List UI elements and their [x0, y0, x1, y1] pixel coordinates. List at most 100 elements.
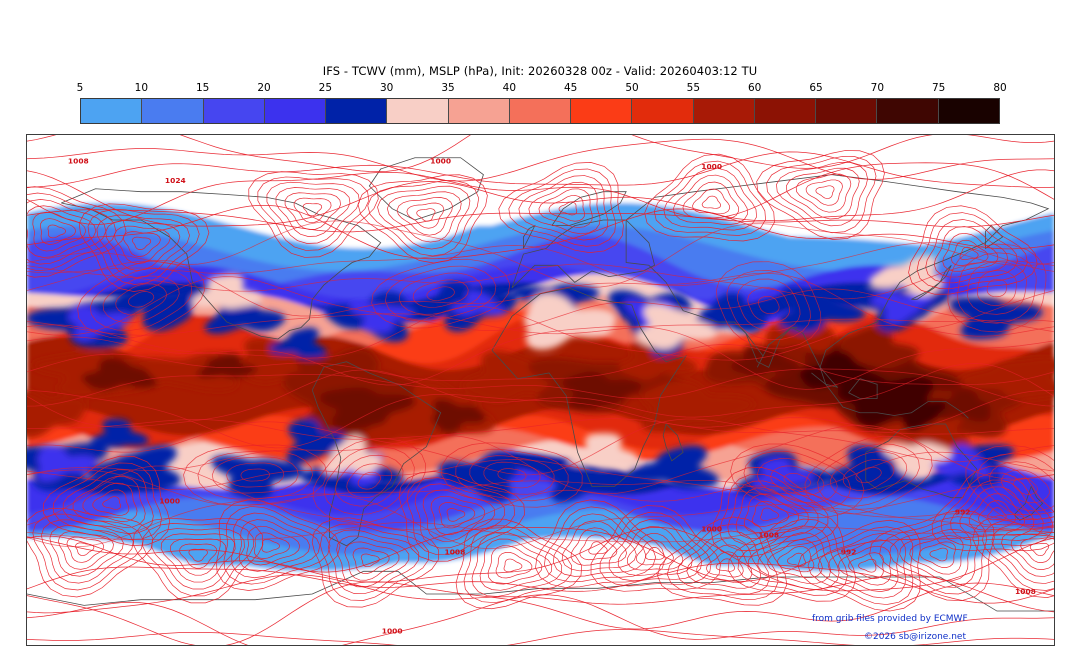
mslp-high-8-ring-4	[323, 446, 415, 515]
mslp-low-17-ring-4	[528, 181, 601, 235]
mslp-low-13-ring-3	[114, 225, 171, 264]
mslp-low-11-ring-7	[797, 519, 921, 612]
coastline-13	[27, 570, 1054, 612]
mslp-high-6-ring-4	[726, 270, 811, 340]
mslp-low-8-ring-4	[238, 519, 311, 572]
mslp-low-9-ring-7	[535, 499, 666, 588]
tcwv-dry-intrusion-16	[549, 459, 625, 503]
mslp-low-16-ring-6	[653, 160, 766, 236]
mslp-low-20-ring-1	[446, 508, 466, 522]
mslp-high-4-ring-1	[783, 473, 811, 489]
tcwv-dry-core-4	[36, 445, 97, 482]
mslp-low-12-ring-2	[406, 202, 445, 229]
tcwv-desert-1	[636, 304, 717, 349]
mslp-low-7-ring-1	[75, 542, 95, 556]
mslp-low-5-ring-4	[899, 528, 972, 582]
mslp-low-21-ring-2	[752, 500, 789, 528]
tcwv-deep-core-9	[196, 353, 258, 378]
mslp-low-8-ring-1	[261, 538, 280, 553]
colorbar-band-35-40	[448, 99, 510, 123]
tcwv-desert-0	[523, 293, 616, 350]
colorbar-tick-labels: 5 10 15 20 25 30 35 40 45 50 55 60 65 70 75 80	[77, 82, 1007, 96]
mslp-high-3-ring-4	[455, 448, 569, 502]
mslp-low-9-ring-3	[570, 527, 628, 566]
mslp-low-1-ring-4	[336, 535, 410, 588]
mslp-low-8-ring-2	[254, 532, 291, 559]
colorbar-tick-15: 15	[195, 82, 210, 94]
colorbar-tick-75: 75	[931, 82, 946, 94]
tcwv-dry-intrusion-2	[204, 293, 286, 334]
mslp-high-2-ring-2	[226, 462, 285, 488]
mslp-low-19-ring-1	[302, 202, 323, 217]
mslp-low-3-ring-4	[617, 526, 693, 576]
mslp-low-4-ring-5	[747, 525, 840, 590]
mslp-label-9: 1008	[1015, 587, 1036, 596]
mslp-low-23-ring-4	[72, 476, 146, 528]
mslp-low-21-ring-1	[760, 507, 779, 522]
mslp-low-10-ring-5	[676, 530, 770, 595]
mslp-low-7-ring-3	[58, 530, 114, 570]
mslp-low-15-ring-5	[925, 219, 1018, 284]
mslp-isobar-15	[27, 390, 1054, 449]
mslp-low-0-ring-2	[179, 543, 218, 569]
mslp-low-16-ring-7	[644, 153, 775, 242]
mslp-low-16-ring-4	[672, 174, 748, 225]
mslp-low-22-ring-6	[940, 472, 1053, 546]
mslp-isobar-4	[27, 562, 1054, 604]
coastline-4	[511, 219, 656, 289]
colorbar-tick-10: 10	[134, 82, 149, 94]
mslp-low-10-ring-7	[657, 516, 788, 606]
colorbar-band-40-45	[509, 99, 572, 123]
mslp-low-14-ring-1	[47, 224, 66, 239]
mslp-low-19-ring-5	[266, 181, 360, 244]
mslp-isobar-16	[27, 363, 1054, 428]
mslp-low-19-ring-7	[248, 171, 379, 258]
mslp-low-1-ring-1	[360, 553, 380, 568]
tcwv-dry-intrusion-12	[86, 445, 181, 492]
mslp-low-16-ring-3	[682, 181, 739, 220]
mslp-high-9-ring-4	[817, 443, 920, 507]
mslp-label-7: 992	[841, 547, 857, 556]
colorbar-band-10-15	[142, 99, 204, 123]
mslp-high-1-ring-1	[426, 286, 455, 301]
colorbar-band-65-70	[816, 99, 878, 123]
mslp-high-3-ring-3	[469, 455, 555, 495]
mslp-low-15-ring-2	[950, 239, 989, 266]
colorbar-tick-50: 50	[625, 82, 639, 94]
mslp-low-20-ring-2	[438, 502, 476, 529]
colorbar-band-25-30	[326, 99, 388, 123]
mslp-isobar-26	[27, 220, 1054, 288]
tcwv-dry-intrusion-17	[626, 445, 720, 490]
mslp-high-6-ring-3	[737, 278, 801, 332]
mslp-low-8-ring-7	[216, 499, 341, 591]
mslp-low-0-ring-3	[170, 538, 227, 576]
map-panel[interactable]: 1008 1024 1000 1000 1000 1008 1008 992 1000 1008 1…	[26, 134, 1055, 646]
mslp-low-15-ring-4	[933, 226, 1009, 278]
mslp-low-10-ring-1	[715, 558, 735, 572]
mslp-high-5-ring-4	[977, 453, 1054, 520]
mslp-low-6-ring-3	[1010, 532, 1054, 570]
colorbar: 5 10 15 20 25 30 35 40 45 50 55 60 65 70 75 80	[77, 82, 1007, 124]
mslp-isobar-31	[27, 151, 1054, 188]
mslp-high-9-ring-5	[804, 435, 933, 515]
mslp-high-5-ring-2	[1001, 469, 1050, 504]
colorbar-tick-40: 40	[502, 82, 517, 94]
mslp-low-2-ring-7	[455, 518, 583, 610]
mslp-low-20-ring-6	[406, 477, 516, 555]
mslp-low-5-ring-3	[909, 535, 964, 575]
mslp-low-23-ring-1	[102, 496, 122, 510]
mslp-low-11-ring-2	[848, 552, 884, 580]
tcwv-dry-intrusion-7	[689, 292, 768, 333]
mslp-low-10-ring-4	[686, 537, 762, 589]
mslp-low-8-ring-3	[246, 525, 301, 566]
tcwv-deep-core-2	[562, 371, 642, 410]
mslp-low-19-ring-4	[275, 187, 351, 237]
colorbar-tick-30: 30	[379, 82, 394, 94]
mslp-low-1-ring-2	[352, 547, 390, 574]
mslp-low-18-ring-5	[776, 161, 869, 227]
mslp-low-21-ring-6	[719, 473, 829, 552]
mslp-low-6-ring-2	[1020, 537, 1054, 563]
mslp-low-13-ring-6	[87, 209, 200, 285]
coastline-14	[523, 224, 536, 249]
mslp-high-3-ring-1	[497, 468, 527, 482]
